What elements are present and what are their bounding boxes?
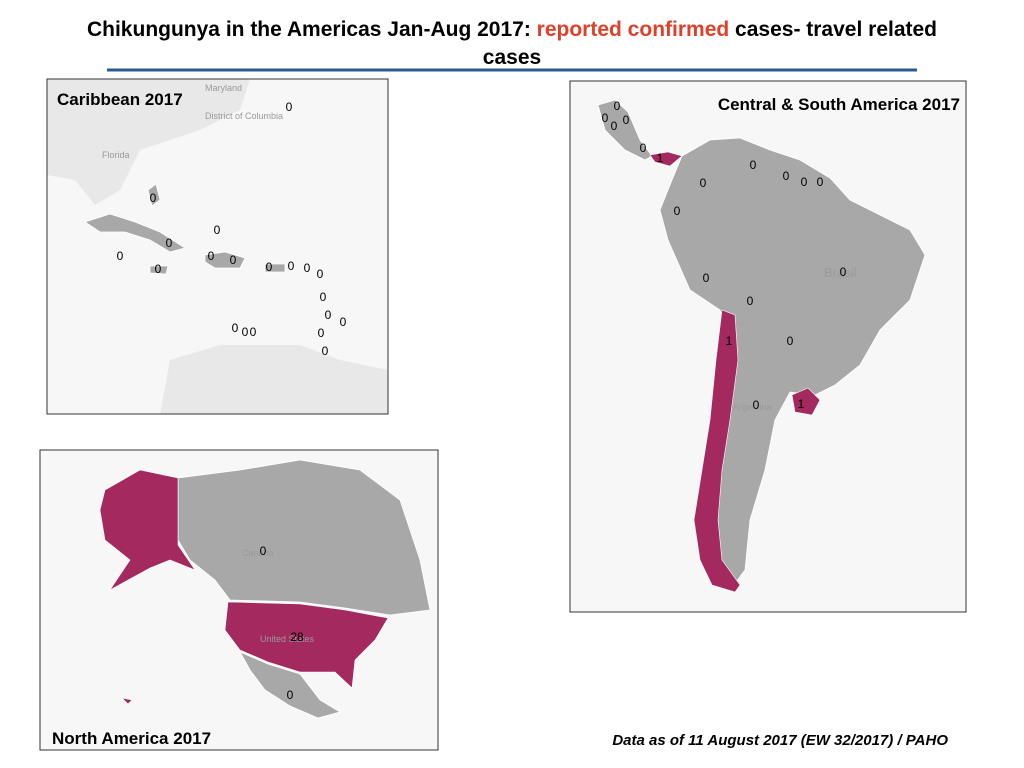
base-label: Florida [102,150,130,160]
case-count: 0 [242,325,249,339]
case-count: 0 [117,249,124,263]
south-america-map [570,81,966,612]
case-count: 0 [250,325,257,339]
panel-frame [569,80,967,613]
case-count: 0 [304,261,311,275]
panel-label: North America 2017 [52,729,211,748]
case-count: 0 [232,321,239,335]
case-count: 1 [798,397,805,411]
case-count: 0 [611,119,618,133]
case-count: 0 [325,308,332,322]
base-label: Maryland [205,83,242,93]
panel-frame [39,449,439,751]
title-part: Chikungunya in the Americas Jan-Aug 2017… [87,18,531,41]
footnote: Data as of 11 August 2017 (EW 32/2017) /… [612,732,948,749]
case-count: 0 [753,398,760,412]
panel-label: Central & South America 2017 [718,95,960,114]
base-label: Argentina [733,402,772,412]
north-america-map [40,450,438,750]
case-count: 0 [214,223,221,237]
case-count: 0 [155,262,162,276]
case-count: 0 [783,169,790,183]
case-count: 0 [260,544,267,558]
case-count: 0 [317,267,324,281]
case-count: 0 [320,290,327,304]
case-count: 0 [150,191,157,205]
case-count: 0 [614,99,621,113]
case-count: 0 [208,249,215,263]
case-count: 0 [703,271,710,285]
caribbean-map [47,79,388,414]
case-count: 0 [787,334,794,348]
case-count: 0 [322,344,329,358]
case-count: 0 [230,253,237,267]
case-count: 0 [750,158,757,172]
case-count: 0 [602,111,609,125]
base-label: Canada [242,548,274,558]
title: Chikungunya in the Americas Jan-Aug 2017… [87,18,937,41]
case-count: 0 [840,265,847,279]
case-count: 0 [340,315,347,329]
base-label: District of Columbia [205,111,283,121]
case-count: 0 [623,113,630,127]
title-highlight: reported confirmed [537,18,730,41]
case-count: 0 [747,294,754,308]
case-count: 0 [674,204,681,218]
case-count: 0 [287,688,294,702]
title-part: cases- travel related [735,18,937,41]
case-count: 0 [700,176,707,190]
case-count: 0 [817,175,824,189]
case-count: 0 [640,141,647,155]
case-count: 0 [266,260,273,274]
case-count: 1 [657,151,664,165]
case-count: 0 [801,175,808,189]
case-count: 0 [318,326,325,340]
base-label: United States [260,634,315,644]
case-count: 1 [726,334,733,348]
case-count: 0 [288,259,295,273]
panel-label: Caribbean 2017 [57,90,183,109]
case-count: 0 [166,236,173,250]
base-label: Brasil [824,265,857,280]
panel-frame [46,78,389,415]
case-count: 28 [290,630,304,644]
case-count: 0 [286,100,293,114]
title-line2: cases [483,46,541,69]
